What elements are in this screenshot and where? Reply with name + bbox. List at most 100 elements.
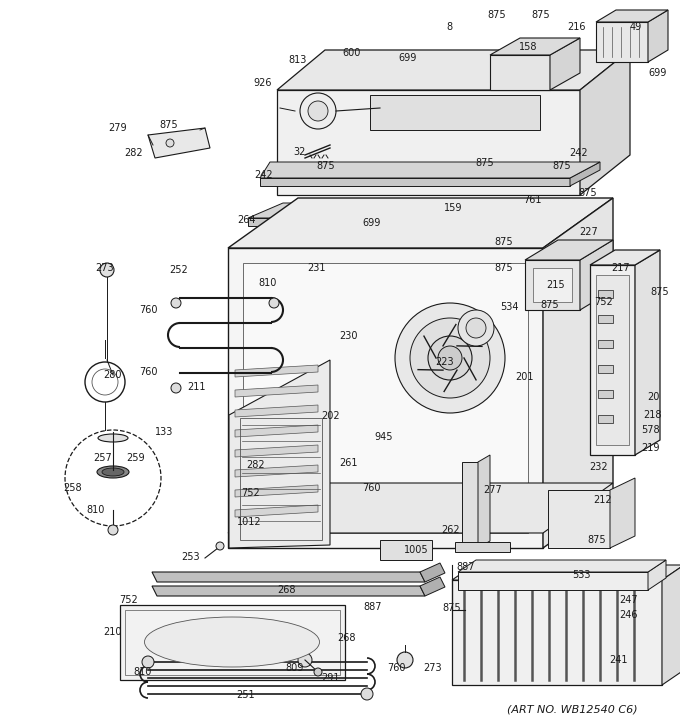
Text: 211: 211 xyxy=(187,382,205,392)
Polygon shape xyxy=(590,265,635,455)
Text: 273: 273 xyxy=(424,663,442,673)
Polygon shape xyxy=(648,560,666,590)
Polygon shape xyxy=(228,198,613,248)
Polygon shape xyxy=(152,572,425,582)
Text: 534: 534 xyxy=(500,302,518,312)
Text: 212: 212 xyxy=(594,495,612,505)
Text: 242: 242 xyxy=(255,170,273,180)
Polygon shape xyxy=(635,250,660,455)
Text: 875: 875 xyxy=(579,188,597,198)
Text: 252: 252 xyxy=(169,265,188,275)
Text: (ART NO. WB12540 C6): (ART NO. WB12540 C6) xyxy=(507,705,637,715)
Circle shape xyxy=(410,318,490,398)
Text: 875: 875 xyxy=(532,10,550,20)
Bar xyxy=(598,315,613,323)
Polygon shape xyxy=(370,95,540,130)
Text: 159: 159 xyxy=(444,203,462,213)
Text: 875: 875 xyxy=(588,535,607,545)
Text: 875: 875 xyxy=(651,287,669,297)
Text: 282: 282 xyxy=(124,148,143,158)
Text: 752: 752 xyxy=(241,488,260,498)
Polygon shape xyxy=(243,263,528,533)
Text: 699: 699 xyxy=(363,218,381,228)
Text: 32: 32 xyxy=(293,147,305,157)
Text: 273: 273 xyxy=(96,263,114,273)
Polygon shape xyxy=(235,485,318,497)
Text: 20: 20 xyxy=(647,392,659,402)
Text: 246: 246 xyxy=(619,610,639,620)
Text: 262: 262 xyxy=(442,525,460,535)
Text: 253: 253 xyxy=(182,552,201,562)
Text: 280: 280 xyxy=(103,370,121,380)
Polygon shape xyxy=(260,162,600,178)
Text: 202: 202 xyxy=(322,411,340,421)
Polygon shape xyxy=(533,268,572,302)
Polygon shape xyxy=(580,50,630,195)
Text: 810: 810 xyxy=(134,667,152,677)
Text: 945: 945 xyxy=(375,432,393,442)
Polygon shape xyxy=(228,483,613,533)
Text: 216: 216 xyxy=(566,22,585,32)
Text: 809: 809 xyxy=(286,663,304,673)
Polygon shape xyxy=(540,203,575,226)
Text: 133: 133 xyxy=(155,427,173,437)
Polygon shape xyxy=(590,250,660,265)
Circle shape xyxy=(100,263,114,277)
Polygon shape xyxy=(152,586,425,596)
Text: 264: 264 xyxy=(237,215,255,225)
Text: 227: 227 xyxy=(579,227,598,237)
Text: 875: 875 xyxy=(317,161,335,171)
Bar xyxy=(598,415,613,423)
Text: 887: 887 xyxy=(364,602,382,612)
Polygon shape xyxy=(548,490,610,548)
Text: 218: 218 xyxy=(644,410,662,420)
Polygon shape xyxy=(648,10,668,62)
Circle shape xyxy=(171,383,181,393)
Text: 268: 268 xyxy=(337,633,355,643)
Polygon shape xyxy=(248,203,575,218)
Ellipse shape xyxy=(97,466,129,478)
Polygon shape xyxy=(525,240,613,260)
Circle shape xyxy=(166,139,174,147)
Polygon shape xyxy=(580,240,613,310)
Polygon shape xyxy=(610,478,635,548)
Text: 761: 761 xyxy=(523,195,541,205)
Polygon shape xyxy=(228,248,543,548)
Circle shape xyxy=(171,298,181,308)
Text: 1012: 1012 xyxy=(237,517,261,527)
Text: 1005: 1005 xyxy=(404,545,428,555)
Text: 49: 49 xyxy=(630,22,642,32)
Text: 926: 926 xyxy=(254,78,272,88)
Text: 760: 760 xyxy=(362,483,380,493)
Circle shape xyxy=(308,101,328,121)
Circle shape xyxy=(428,336,472,380)
Circle shape xyxy=(466,318,486,338)
Text: 752: 752 xyxy=(120,595,138,605)
Polygon shape xyxy=(596,10,668,22)
Circle shape xyxy=(458,310,494,346)
Text: 279: 279 xyxy=(109,123,127,133)
Polygon shape xyxy=(235,445,318,457)
Text: 875: 875 xyxy=(553,161,571,171)
Text: 875: 875 xyxy=(494,237,513,247)
Polygon shape xyxy=(148,128,210,158)
Text: 201: 201 xyxy=(515,372,533,382)
Text: 760: 760 xyxy=(139,367,157,377)
Text: 752: 752 xyxy=(594,297,613,307)
Text: 875: 875 xyxy=(443,603,461,613)
Polygon shape xyxy=(455,542,510,552)
Circle shape xyxy=(298,653,312,667)
Polygon shape xyxy=(478,455,490,548)
Text: 277: 277 xyxy=(483,485,503,495)
Bar xyxy=(598,365,613,373)
Polygon shape xyxy=(235,365,318,377)
Text: 215: 215 xyxy=(547,280,565,290)
Polygon shape xyxy=(229,360,330,548)
Polygon shape xyxy=(596,22,648,62)
Polygon shape xyxy=(490,38,580,55)
Ellipse shape xyxy=(102,468,124,476)
Text: 875: 875 xyxy=(476,158,494,168)
Text: 887: 887 xyxy=(457,562,475,572)
Polygon shape xyxy=(260,178,570,186)
Text: 760: 760 xyxy=(139,305,157,315)
